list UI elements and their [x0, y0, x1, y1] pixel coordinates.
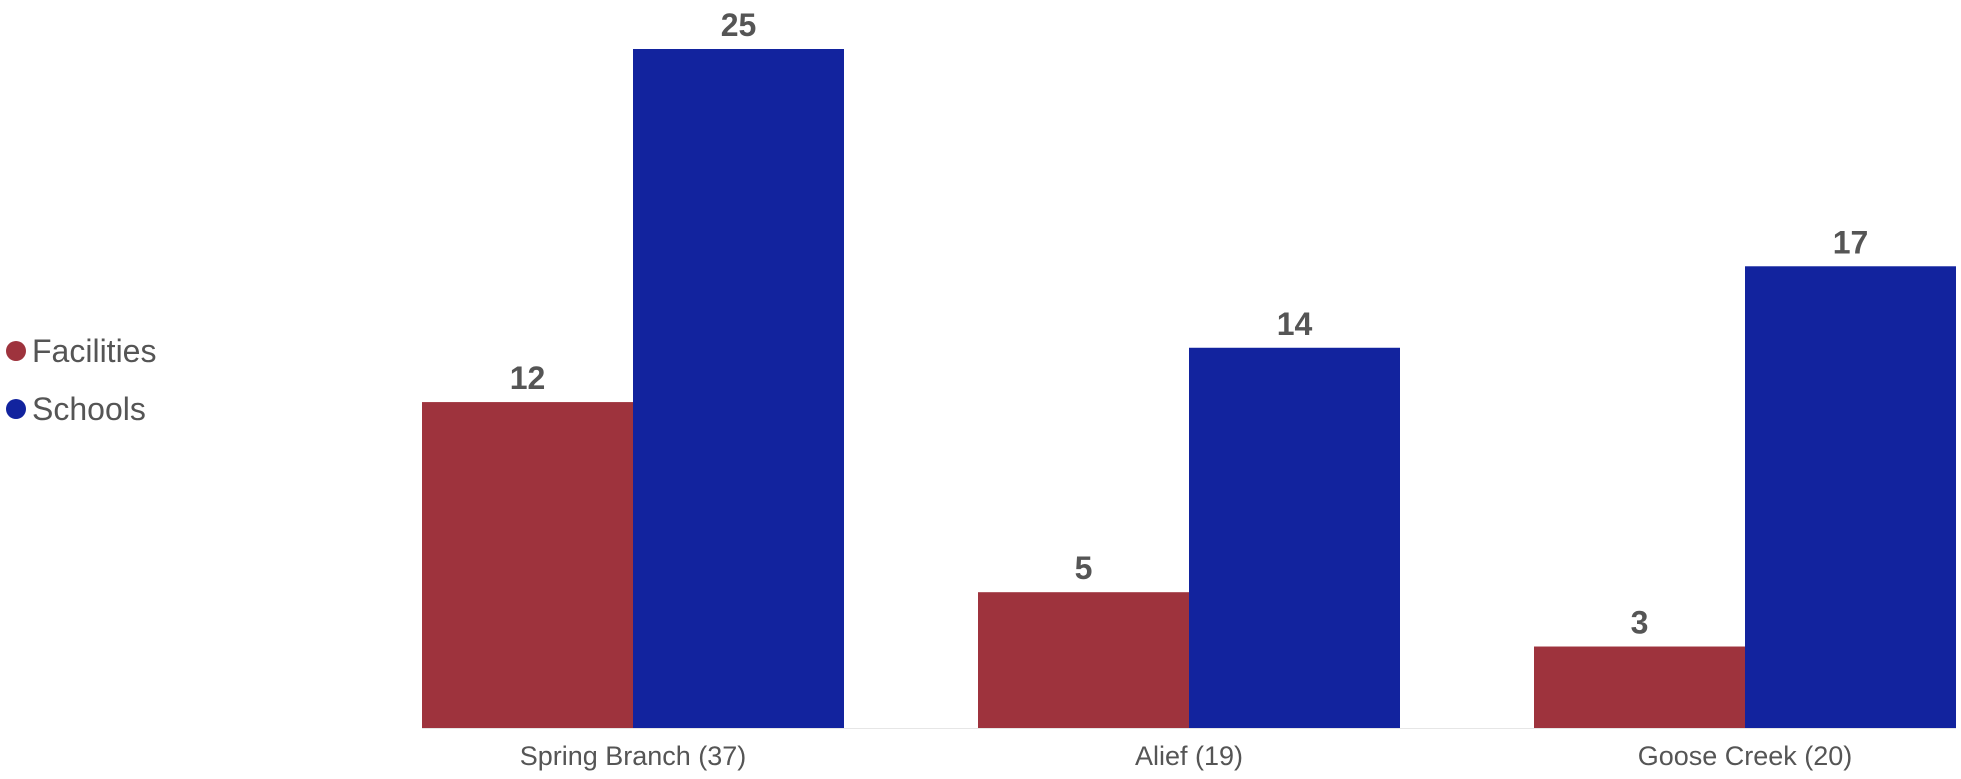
bar-schools-alief[interactable] [1189, 347, 1400, 728]
legend-label-facilities: Facilities [32, 332, 157, 369]
legend: Facilities Schools [6, 322, 156, 438]
legend-label-schools: Schools [32, 390, 146, 427]
x-tick-label-goose-creek: Goose Creek (20) [1638, 741, 1853, 771]
data-label-facilities-goose-creek: 3 [1631, 605, 1649, 641]
data-label-schools-spring-branch: 25 [721, 7, 757, 43]
bar-facilities-spring-branch[interactable] [422, 402, 633, 728]
bar-facilities-alief[interactable] [978, 592, 1189, 728]
legend-item-facilities[interactable]: Facilities [6, 322, 156, 380]
bar-schools-goose-creek[interactable] [1745, 266, 1956, 728]
data-label-facilities-alief: 5 [1075, 550, 1093, 586]
x-tick-label-alief: Alief (19) [1135, 741, 1243, 771]
x-tick-label-spring-branch: Spring Branch (37) [520, 741, 747, 771]
legend-item-schools[interactable]: Schools [6, 380, 156, 438]
bar-schools-spring-branch[interactable] [633, 49, 844, 728]
data-label-schools-goose-creek: 17 [1833, 224, 1869, 260]
data-label-schools-alief: 14 [1277, 306, 1313, 342]
legend-marker-facilities [6, 341, 26, 361]
bar-facilities-goose-creek[interactable] [1534, 646, 1745, 728]
data-label-facilities-spring-branch: 12 [510, 360, 546, 396]
legend-marker-schools [6, 399, 26, 419]
